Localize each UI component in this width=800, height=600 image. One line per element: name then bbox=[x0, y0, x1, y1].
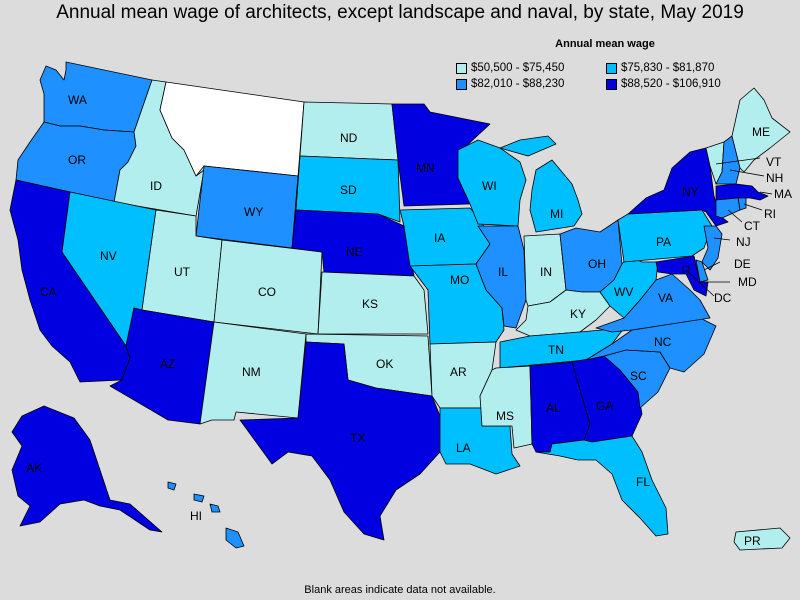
state-me[interactable] bbox=[731, 87, 791, 173]
legend: $50,500 - $75,450 $75,830 - $81,870 $82,… bbox=[456, 62, 796, 94]
label-la: LA bbox=[456, 441, 471, 455]
legend-label: $88,520 - $106,910 bbox=[621, 78, 721, 90]
legend-item: $75,830 - $81,870 bbox=[606, 62, 714, 74]
label-ma: MA bbox=[774, 187, 792, 201]
label-wy: WY bbox=[244, 205, 263, 219]
label-oh: OH bbox=[588, 257, 606, 271]
label-tx: TX bbox=[350, 431, 365, 445]
leader-lines bbox=[685, 157, 773, 297]
legend-label: $75,830 - $81,870 bbox=[621, 62, 715, 74]
state-tx[interactable] bbox=[239, 341, 441, 541]
state-wi[interactable] bbox=[457, 139, 527, 227]
label-me: ME bbox=[752, 125, 770, 139]
label-mo: MO bbox=[450, 273, 469, 287]
state-hi[interactable] bbox=[167, 481, 245, 549]
state-ks[interactable] bbox=[317, 271, 429, 335]
legend-swatch bbox=[456, 62, 467, 74]
label-sc: SC bbox=[630, 369, 647, 383]
label-ms: MS bbox=[496, 409, 514, 423]
legend-item: $88,520 - $106,910 bbox=[606, 78, 721, 90]
label-nh: NH bbox=[766, 171, 783, 185]
legend-swatch bbox=[456, 78, 467, 90]
state-mi[interactable] bbox=[499, 135, 583, 233]
label-ri: RI bbox=[764, 207, 776, 221]
legend-item: $50,500 - $75,450 bbox=[456, 62, 564, 74]
label-wi: WI bbox=[482, 179, 497, 193]
label-in: IN bbox=[540, 265, 552, 279]
state-ct[interactable] bbox=[715, 197, 741, 219]
label-dc: DC bbox=[714, 291, 732, 305]
label-wa: WA bbox=[68, 93, 87, 107]
label-nj: NJ bbox=[736, 235, 751, 249]
label-ky: KY bbox=[570, 307, 586, 321]
label-nd: ND bbox=[340, 131, 358, 145]
state-dc[interactable] bbox=[682, 265, 690, 273]
legend-item: $82,010 - $88,230 bbox=[456, 78, 564, 90]
label-ne: NE bbox=[346, 245, 363, 259]
state-ak[interactable] bbox=[11, 405, 163, 533]
state-nj[interactable] bbox=[701, 225, 723, 271]
label-va: VA bbox=[658, 291, 673, 305]
label-mn: MN bbox=[416, 161, 435, 175]
legend-swatch bbox=[606, 62, 617, 74]
label-ca: CA bbox=[40, 285, 57, 299]
label-fl: FL bbox=[636, 475, 650, 489]
state-labels: WA OR CA ID NV WY UT AZ CO NM ND SD NE K… bbox=[26, 93, 792, 548]
footnote: Blank areas indicate data not available. bbox=[304, 584, 496, 596]
label-sd: SD bbox=[340, 183, 357, 197]
label-ar: AR bbox=[450, 365, 467, 379]
label-ut: UT bbox=[174, 265, 191, 279]
label-ak: AK bbox=[26, 461, 42, 475]
label-pa: PA bbox=[656, 235, 671, 249]
label-al: AL bbox=[546, 401, 561, 415]
label-ny: NY bbox=[682, 185, 699, 199]
state-nm[interactable] bbox=[199, 321, 307, 425]
state-wa[interactable] bbox=[39, 61, 153, 133]
label-nm: NM bbox=[242, 365, 261, 379]
label-de: DE bbox=[734, 257, 751, 271]
label-nv: NV bbox=[100, 249, 117, 263]
state-ny[interactable] bbox=[627, 147, 729, 227]
label-or: OR bbox=[68, 153, 86, 167]
label-pr: PR bbox=[744, 534, 761, 548]
label-il: IL bbox=[498, 265, 508, 279]
label-hi: HI bbox=[190, 509, 202, 523]
label-tn: TN bbox=[548, 343, 564, 357]
state-md[interactable] bbox=[655, 255, 709, 297]
label-mi: MI bbox=[550, 207, 563, 221]
label-az: AZ bbox=[160, 357, 175, 371]
label-ga: GA bbox=[596, 399, 613, 413]
state-sd[interactable] bbox=[295, 155, 401, 223]
legend-title: Annual mean wage bbox=[555, 38, 655, 50]
label-co: CO bbox=[258, 285, 276, 299]
state-fl[interactable] bbox=[535, 435, 669, 537]
label-ok: OK bbox=[376, 357, 393, 371]
state-pr[interactable] bbox=[733, 527, 791, 551]
label-ct: CT bbox=[744, 219, 761, 233]
label-id: ID bbox=[150, 179, 162, 193]
state-nc[interactable] bbox=[585, 317, 717, 373]
legend-label: $50,500 - $75,450 bbox=[471, 62, 565, 74]
label-nc: NC bbox=[654, 335, 672, 349]
legend-swatch bbox=[606, 78, 617, 90]
state-il[interactable] bbox=[475, 225, 527, 329]
label-wv: WV bbox=[614, 285, 633, 299]
label-ks: KS bbox=[362, 297, 378, 311]
label-ia: IA bbox=[434, 231, 445, 245]
label-vt: VT bbox=[766, 155, 782, 169]
label-md: MD bbox=[738, 275, 757, 289]
legend-label: $82,010 - $88,230 bbox=[471, 78, 565, 90]
map-title: Annual mean wage of architects, except l… bbox=[56, 2, 744, 23]
